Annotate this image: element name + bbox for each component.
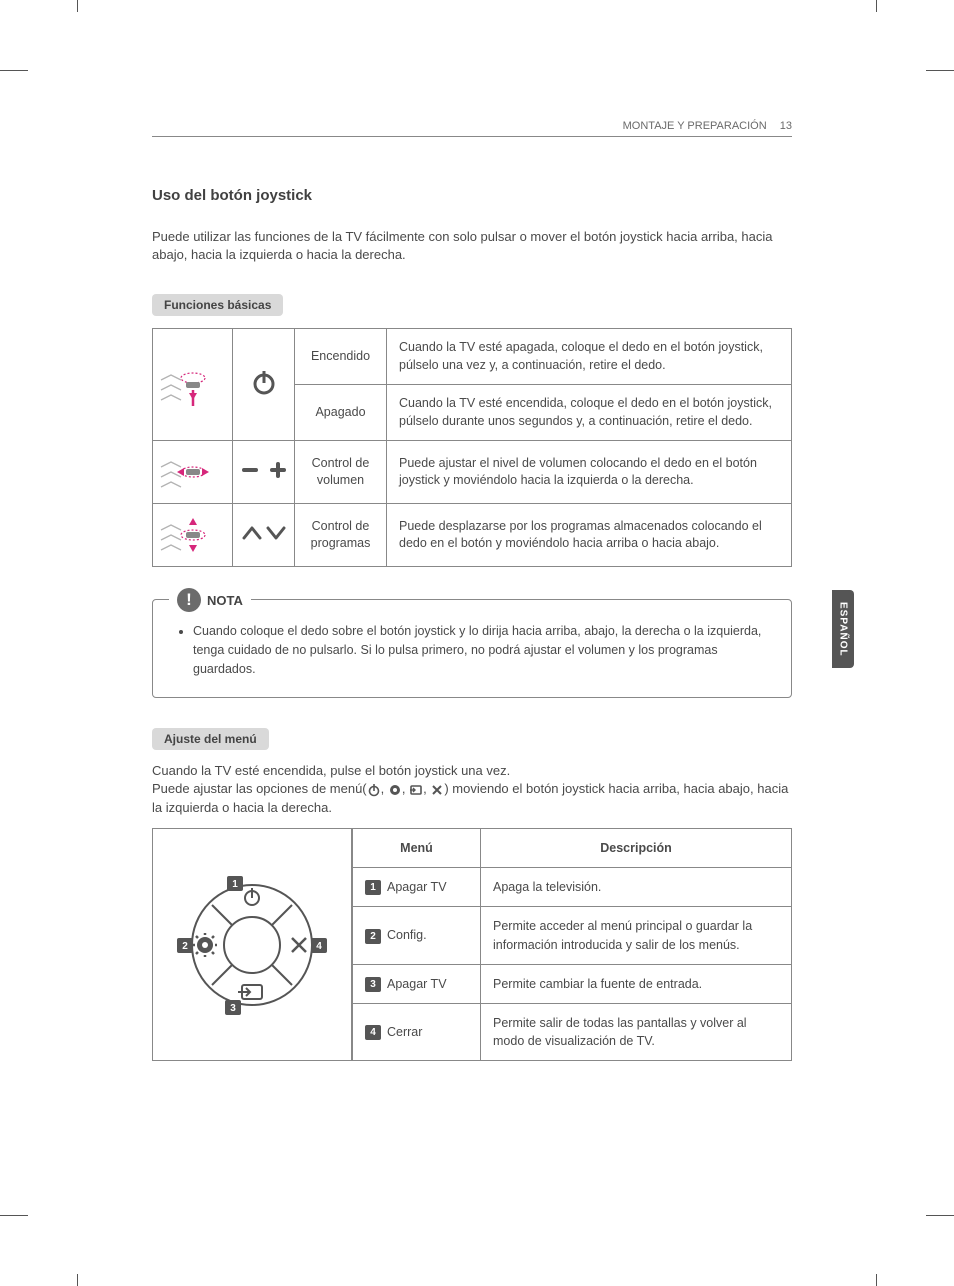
basic-desc: Puede desplazarse por los programas alma… (387, 504, 792, 567)
table-row: 3 Apagar TV Permite cambiar la fuente de … (353, 964, 792, 1003)
note-icon (177, 588, 201, 612)
minus-plus-icon (233, 441, 295, 504)
page-number: 13 (780, 120, 792, 132)
menu-header: Menú (353, 829, 481, 868)
note-label: NOTA (207, 593, 243, 608)
table-header-row: Menú Descripción (353, 829, 792, 868)
menu-table: Menú Descripción 1 Apagar TV Apaga la tel… (352, 828, 792, 1061)
menu-label: Apagar TV (387, 880, 447, 894)
basic-label: Control de programas (295, 504, 387, 567)
menu-desc: Apaga la televisión. (481, 868, 792, 907)
intro-text: Puede utilizar las funciones de la TV fá… (152, 228, 792, 264)
num-badge: 1 (365, 880, 381, 895)
gear-icon (388, 783, 402, 797)
table-row: 4 Cerrar Permite salir de todas las panta… (353, 1003, 792, 1060)
menu-desc: Permite salir de todas las pantallas y v… (481, 1003, 792, 1060)
note-legend: NOTA (169, 588, 251, 612)
header-section: MONTAJE Y PREPARACIÓN (623, 120, 767, 132)
basic-functions-label: Funciones básicas (152, 294, 283, 316)
menu-desc: Permite cambiar la fuente de entrada. (481, 964, 792, 1003)
basic-desc: Cuando la TV esté encendida, coloque el … (387, 385, 792, 441)
basic-label: Encendido (295, 329, 387, 385)
num-badge: 3 (365, 977, 381, 992)
basic-desc: Cuando la TV esté apagada, coloque el de… (387, 329, 792, 385)
joystick-ud-diagram (153, 504, 233, 567)
up-down-icon (233, 504, 295, 567)
page-header: MONTAJE Y PREPARACIÓN 13 (152, 120, 792, 137)
input-icon (409, 783, 423, 797)
svg-text:1: 1 (232, 879, 238, 890)
joystick-press-diagram (153, 329, 233, 441)
table-row: 1 Apagar TV Apaga la televisión. (353, 868, 792, 907)
menu-label: Apagar TV (387, 977, 447, 991)
table-row: Control de programas Puede desplazarse p… (153, 504, 792, 567)
menu-adjust-label: Ajuste del menú (152, 728, 269, 750)
table-row: Encendido Cuando la TV esté apagada, col… (153, 329, 792, 385)
basic-desc: Puede ajustar el nivel de volumen coloca… (387, 441, 792, 504)
menu-label: Cerrar (387, 1025, 422, 1039)
joystick-lr-diagram (153, 441, 233, 504)
language-tab: ESPAÑOL (832, 590, 854, 668)
num-badge: 4 (365, 1025, 381, 1040)
close-icon (430, 783, 444, 797)
table-row: Control de volumen Puede ajustar el nive… (153, 441, 792, 504)
power-icon (233, 329, 295, 441)
menu-header: Descripción (481, 829, 792, 868)
svg-text:4: 4 (316, 941, 322, 952)
ajuste-intro: Cuando la TV esté encendida, pulse el bo… (152, 762, 792, 819)
basic-functions-table: Encendido Cuando la TV esté apagada, col… (152, 328, 792, 567)
menu-desc: Permite acceder al menú principal o guar… (481, 907, 792, 964)
table-row: 2 Config. Permite acceder al menú princip… (353, 907, 792, 964)
joystick-wheel-diagram: 1 2 3 4 (152, 828, 352, 1061)
power-icon (367, 783, 381, 797)
num-badge: 2 (365, 929, 381, 944)
basic-label: Apagado (295, 385, 387, 441)
svg-text:3: 3 (230, 1003, 236, 1014)
note-box: NOTA Cuando coloque el dedo sobre el bot… (152, 599, 792, 697)
note-text: Cuando coloque el dedo sobre el botón jo… (193, 622, 773, 678)
basic-label: Control de volumen (295, 441, 387, 504)
menu-label: Config. (387, 928, 427, 942)
page-title: Uso del botón joystick (152, 187, 792, 204)
svg-text:2: 2 (182, 941, 188, 952)
